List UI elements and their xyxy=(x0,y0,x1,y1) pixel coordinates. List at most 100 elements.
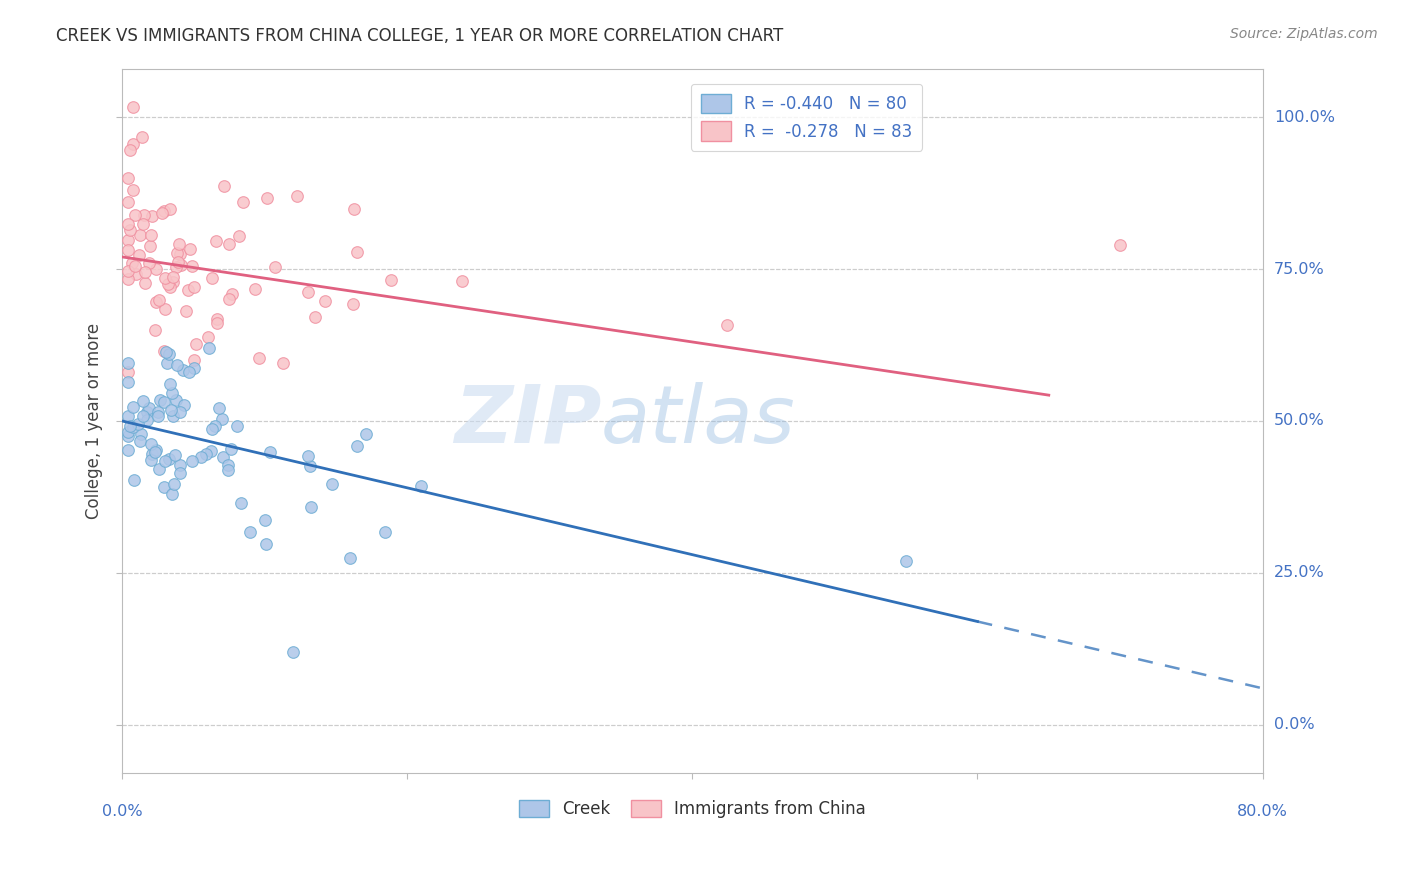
Point xyxy=(343,202,366,217)
Point xyxy=(195,447,218,461)
Text: CREEK VS IMMIGRANTS FROM CHINA COLLEGE, 1 YEAR OR MORE CORRELATION CHART: CREEK VS IMMIGRANTS FROM CHINA COLLEGE, … xyxy=(56,27,783,45)
Point xyxy=(304,310,326,324)
Point xyxy=(148,409,170,423)
Point xyxy=(228,228,250,243)
Point xyxy=(217,463,239,477)
Text: 25.0%: 25.0% xyxy=(1274,566,1324,581)
Point xyxy=(221,287,243,301)
Point xyxy=(117,171,139,186)
Point xyxy=(145,442,167,457)
Point xyxy=(162,269,184,284)
Point xyxy=(211,411,233,425)
Point xyxy=(121,256,143,270)
Point xyxy=(117,365,139,379)
Text: 100.0%: 100.0% xyxy=(1274,110,1334,125)
Point xyxy=(129,427,152,442)
Text: atlas: atlas xyxy=(602,382,796,460)
Point xyxy=(153,453,176,467)
Point xyxy=(117,356,139,370)
Point xyxy=(167,237,190,252)
Point xyxy=(281,645,304,659)
Point xyxy=(118,143,141,157)
Point xyxy=(247,351,270,365)
Point xyxy=(153,271,176,285)
Point xyxy=(155,344,177,359)
Point xyxy=(122,420,145,434)
Point xyxy=(173,398,195,412)
Point xyxy=(124,208,146,222)
Point xyxy=(129,434,152,448)
Point xyxy=(150,206,173,220)
Point xyxy=(117,429,139,443)
Point xyxy=(181,259,204,273)
Point xyxy=(374,524,396,539)
Point xyxy=(169,466,191,480)
Text: 50.0%: 50.0% xyxy=(1274,414,1324,428)
Point xyxy=(159,202,181,216)
Point xyxy=(200,443,222,458)
Point xyxy=(153,203,176,218)
Point xyxy=(321,476,343,491)
Point xyxy=(153,394,176,409)
Point xyxy=(121,183,143,197)
Point xyxy=(207,312,229,326)
Point xyxy=(179,242,201,256)
Point xyxy=(141,209,163,223)
Point xyxy=(122,100,145,114)
Point xyxy=(183,361,205,376)
Point xyxy=(153,480,176,494)
Point xyxy=(118,223,141,237)
Point xyxy=(174,304,197,318)
Point xyxy=(716,318,738,332)
Point xyxy=(127,417,149,431)
Point xyxy=(139,227,162,242)
Text: 0.0%: 0.0% xyxy=(101,804,142,819)
Point xyxy=(170,258,193,272)
Point xyxy=(162,409,184,423)
Point xyxy=(259,444,281,458)
Point xyxy=(125,267,148,281)
Point xyxy=(169,405,191,419)
Point xyxy=(134,265,156,279)
Point xyxy=(138,256,160,270)
Point xyxy=(139,453,162,467)
Point xyxy=(263,260,285,274)
Point xyxy=(169,246,191,260)
Point xyxy=(256,537,278,551)
Point xyxy=(132,218,155,232)
Point xyxy=(211,450,233,465)
Point xyxy=(297,449,319,463)
Point xyxy=(201,422,224,436)
Point xyxy=(314,294,336,309)
Point xyxy=(141,447,163,461)
Point xyxy=(122,400,145,414)
Point xyxy=(159,377,181,392)
Point xyxy=(117,243,139,257)
Point xyxy=(177,365,200,379)
Point xyxy=(152,344,174,359)
Point xyxy=(217,458,239,473)
Point xyxy=(132,208,155,222)
Point xyxy=(159,402,181,417)
Point xyxy=(205,316,228,330)
Point xyxy=(156,356,179,370)
Point xyxy=(205,234,228,248)
Point xyxy=(145,294,167,309)
Point xyxy=(243,283,266,297)
Point xyxy=(122,474,145,488)
Point xyxy=(143,322,166,336)
Point xyxy=(143,445,166,459)
Point xyxy=(139,238,162,252)
Point xyxy=(129,227,152,242)
Text: Source: ZipAtlas.com: Source: ZipAtlas.com xyxy=(1230,27,1378,41)
Point xyxy=(117,233,139,247)
Point xyxy=(132,409,155,424)
Point xyxy=(169,458,191,473)
Point xyxy=(285,189,308,203)
Point xyxy=(160,486,183,500)
Point xyxy=(138,401,160,416)
Point xyxy=(218,237,240,252)
Point xyxy=(117,375,139,389)
Text: 80.0%: 80.0% xyxy=(1237,804,1288,819)
Point xyxy=(157,347,180,361)
